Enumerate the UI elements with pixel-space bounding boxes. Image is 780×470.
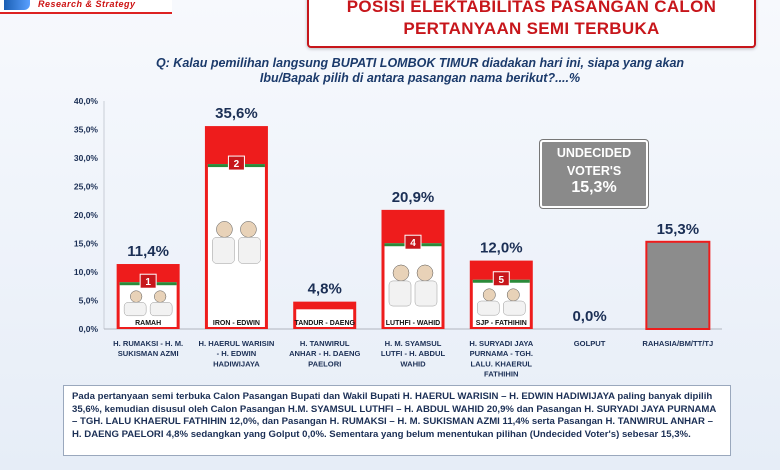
- poster-caption: IRON - EDWIN: [213, 320, 260, 327]
- category-label: H. HAERUL WARISIN: [199, 339, 275, 348]
- candidate-body-icon: [414, 280, 438, 307]
- category-label: PAELORI: [308, 359, 341, 368]
- candidate-photo-icon: [482, 288, 496, 302]
- value-label: 35,6%: [215, 105, 258, 122]
- category-label: H. TANWIRUL: [300, 339, 350, 348]
- candidate-body-icon: [238, 237, 261, 264]
- candidate-body-icon: [212, 237, 235, 264]
- summary-text-box: Pada pertanyaan semi terbuka Calon Pasan…: [63, 385, 731, 456]
- candidate-photo-icon: [392, 264, 410, 282]
- candidate-body-icon: [149, 302, 173, 317]
- title-box: POSISI ELEKTABILITAS PASANGAN CALON PERT…: [307, 0, 756, 48]
- bar-7: [645, 240, 711, 330]
- ballot-number-badge: [492, 271, 510, 287]
- candidate-body-icon: [503, 300, 526, 316]
- category-label: HADIWIJAYA: [213, 359, 260, 368]
- category-label: - H. EDWIN: [217, 349, 257, 358]
- poster-caption: RAMAH: [135, 320, 161, 327]
- category-label: LUTFI - H. ABDUL: [381, 349, 446, 358]
- undecided-value: 15,3%: [571, 179, 617, 196]
- y-tick-label: 10,0%: [74, 267, 99, 277]
- y-tick-label: 40,0%: [74, 96, 99, 106]
- title-line-1: POSISI ELEKTABILITAS PASANGAN CALON: [346, 0, 717, 16]
- y-tick-label: 15,0%: [74, 239, 99, 249]
- candidate-photo-icon: [154, 290, 167, 303]
- category-label: H. M. SYAMSUL: [385, 339, 442, 348]
- poster-caption: TANDUR - DAENG: [294, 320, 355, 327]
- logo-mark-icon: [4, 0, 30, 10]
- logo-text: Research & Strategy: [38, 0, 136, 9]
- question-line-1: Q: Kalau pemilihan langsung BUPATI LOMBO…: [155, 56, 685, 70]
- undecided-label-1: UNDECIDED: [556, 146, 632, 160]
- value-label: 20,9%: [392, 189, 435, 206]
- y-tick-label: 0,0%: [79, 324, 99, 334]
- poster-caption: LUTHFI - WAHID: [386, 320, 440, 327]
- y-tick-label: 30,0%: [74, 153, 99, 163]
- value-label: 11,4%: [127, 243, 169, 260]
- summary-text: Pada pertanyaan semi terbuka Calon Pasan…: [72, 391, 716, 440]
- ballot-number: 2: [234, 159, 240, 170]
- candidate-body-icon: [388, 280, 412, 307]
- category-label: GOLPUT: [574, 339, 606, 348]
- value-label: 12,0%: [480, 240, 523, 257]
- candidate-photo-icon: [240, 221, 257, 238]
- y-tick-label: 35,0%: [74, 125, 99, 135]
- undecided-voters-box: UNDECIDED VOTER'S 15,3%: [540, 140, 648, 208]
- ballot-number: 4: [410, 238, 416, 249]
- ballot-number: 5: [499, 275, 505, 286]
- candidate-photo-icon: [216, 221, 233, 238]
- value-label: 15,3%: [657, 221, 700, 238]
- category-label: WAHID: [400, 359, 426, 368]
- category-label: ANHAR - H. DAENG: [289, 349, 360, 358]
- value-label: 0,0%: [572, 308, 606, 325]
- ballot-number: 1: [145, 277, 151, 288]
- survey-question: Q: Kalau pemilihan langsung BUPATI LOMBO…: [100, 56, 740, 86]
- category-label: RAHASIA/BM/TT/TJ: [642, 339, 713, 348]
- y-tick-label: 5,0%: [79, 296, 99, 306]
- candidate-photo-icon: [506, 288, 520, 302]
- category-label: H. SURYADI JAYA: [469, 339, 533, 348]
- category-label: PURNAMA - TGH.: [470, 349, 533, 358]
- category-label: H. RUMAKSI - H. M.: [113, 339, 183, 348]
- ballot-number-badge: [404, 234, 422, 250]
- ballot-number-badge: [139, 273, 157, 289]
- ballot-number-badge: [227, 155, 245, 171]
- candidate-body-icon: [123, 302, 147, 317]
- category-label: LALU. KHAERUL: [470, 359, 532, 368]
- undecided-label-2: VOTER'S: [566, 164, 622, 178]
- candidate-photo-icon: [416, 264, 434, 282]
- title-line-2: PERTANYAAN SEMI TERBUKA: [403, 19, 660, 38]
- question-line-2: Ibu/Bapak pilih di antara pasangan nama …: [259, 71, 581, 85]
- category-label: SUKISMAN AZMI: [118, 349, 179, 358]
- category-label: FATHIHIN: [484, 370, 518, 379]
- y-tick-label: 25,0%: [74, 182, 99, 192]
- candidate-body-icon: [477, 300, 500, 316]
- value-label: 4,8%: [308, 281, 342, 298]
- candidate-photo-icon: [130, 290, 143, 303]
- y-tick-label: 20,0%: [74, 210, 99, 220]
- company-logo: Research & Strategy: [0, 0, 172, 14]
- candidate-poster: [296, 309, 354, 327]
- poster-caption: SJP - FATHIHIN: [476, 320, 527, 327]
